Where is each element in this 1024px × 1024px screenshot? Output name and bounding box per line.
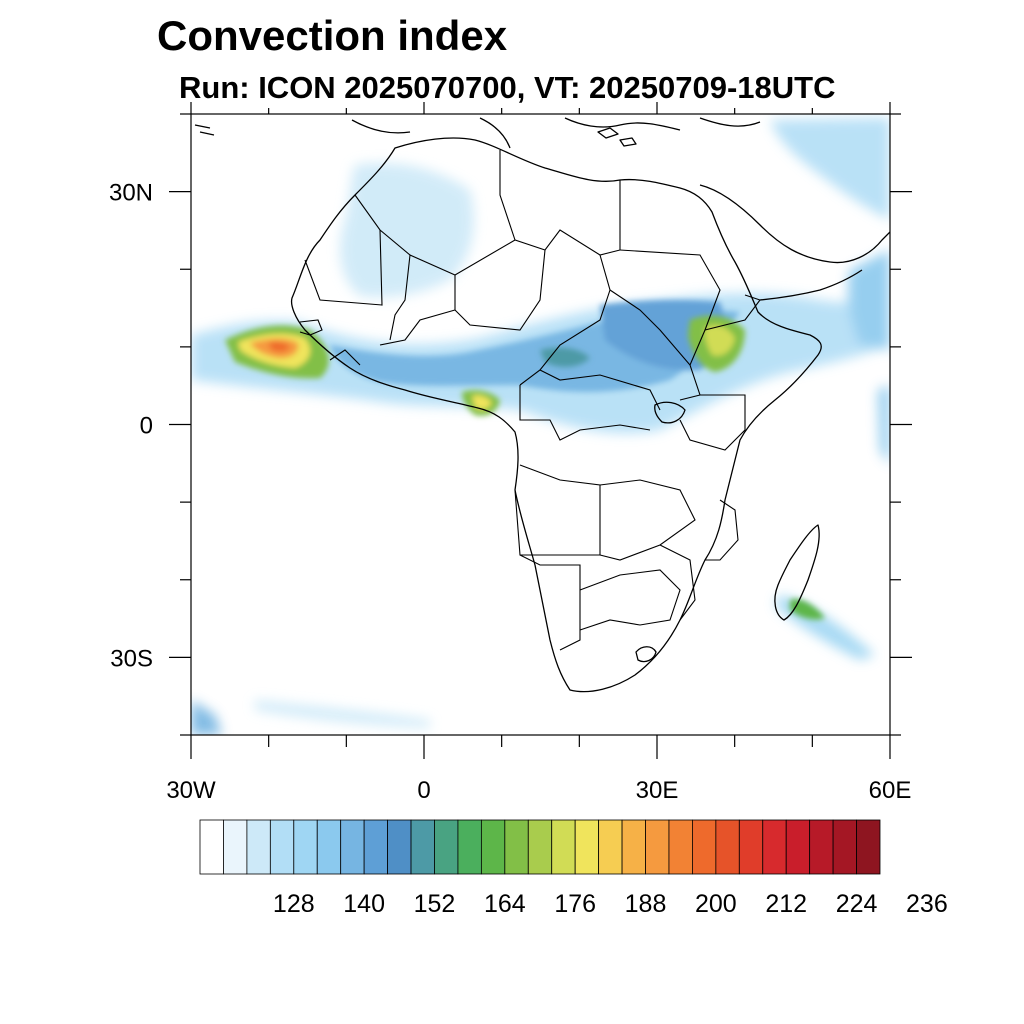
convection-arabia-sea [848,250,890,350]
colorbar-label: 128 [273,890,315,918]
colorbar-swatch [809,819,834,875]
colorbar-swatch [293,819,318,875]
convection-east-equator [878,385,890,465]
colorbar-swatch [199,819,224,875]
colorbar-swatch [856,819,881,875]
country-borders [299,150,761,651]
colorbar-swatch [715,819,740,875]
colorbar-swatch [762,819,787,875]
axis-ticks: 30W 0 30E 60E 30N 0 30S [109,102,912,804]
colorbar-swatch [621,819,646,875]
colorbar-swatch [223,819,248,875]
colorbar-label: 236 [906,890,948,918]
colorbar-swatch [480,819,506,875]
colorbar-swatch [527,819,553,875]
coastlines [194,117,890,693]
hotspot-central [540,347,590,367]
colorbar-swatch [574,819,600,875]
x-tick-label: 30W [166,777,216,804]
y-tick-label: 30S [110,645,153,672]
x-tick-label: 0 [417,777,430,804]
colorbar-swatch [785,819,811,875]
colorbar-label: 212 [765,890,807,918]
colorbar-swatch [692,819,717,875]
arabia-coastline [699,184,890,301]
colorbar-swatch [457,819,482,875]
y-tick-label: 30N [109,180,153,207]
colorbar-swatch [363,819,388,875]
lesotho [635,646,657,663]
hotspot-nigeria-yellow [472,395,492,410]
colorbar-swatch [316,819,342,875]
colorbar-label: 200 [695,890,737,918]
colorbar-swatch [668,819,693,875]
convection-mideast [770,118,890,220]
convection-core-east [600,299,724,371]
colorbar-swatch [551,819,576,875]
y-tick-label: 0 [140,413,153,440]
map-title: Convection index [157,12,508,59]
convection-band-north [340,162,474,298]
madagascar-coastline [774,524,820,621]
colorbar-swatch [340,819,365,875]
colorbar: 128 140 152 164 176 188 200 212 224 236 [199,819,948,918]
convection-field [191,118,890,735]
map-frame [190,113,891,736]
convection-sw-corner [191,700,222,735]
colorbar-swatch [645,819,670,875]
colorbar-label: 152 [414,890,456,918]
lake-victoria [654,401,686,424]
africa-coastline [290,137,822,693]
colorbar-swatch [410,819,435,875]
colorbar-label: 224 [836,890,878,918]
map-subtitle: Run: ICON 2025070700, VT: 20250709-18UTC [179,70,836,105]
colorbar-swatch [434,819,459,875]
hotspot-ethiopia-yellow [704,325,735,356]
colorbar-label: 176 [554,890,596,918]
x-tick-label: 60E [869,777,912,804]
colorbar-swatch [832,819,857,875]
mediterranean-islands [194,124,637,147]
convection-south-band [255,700,430,728]
colorbar-label: 188 [625,890,667,918]
colorbar-swatch [269,819,295,875]
hotspot-west-africa-red [268,342,290,352]
x-tick-label: 30E [636,777,679,804]
colorbar-swatch [504,819,529,875]
colorbar-label: 140 [343,890,385,918]
colorbar-swatch [598,819,623,875]
colorbar-swatch [738,819,764,875]
colorbar-label: 164 [484,890,526,918]
colorbar-swatch [387,819,412,875]
hotspot-madagascar [790,599,825,620]
europe-coastline [351,117,761,149]
colorbar-swatch [246,819,271,875]
